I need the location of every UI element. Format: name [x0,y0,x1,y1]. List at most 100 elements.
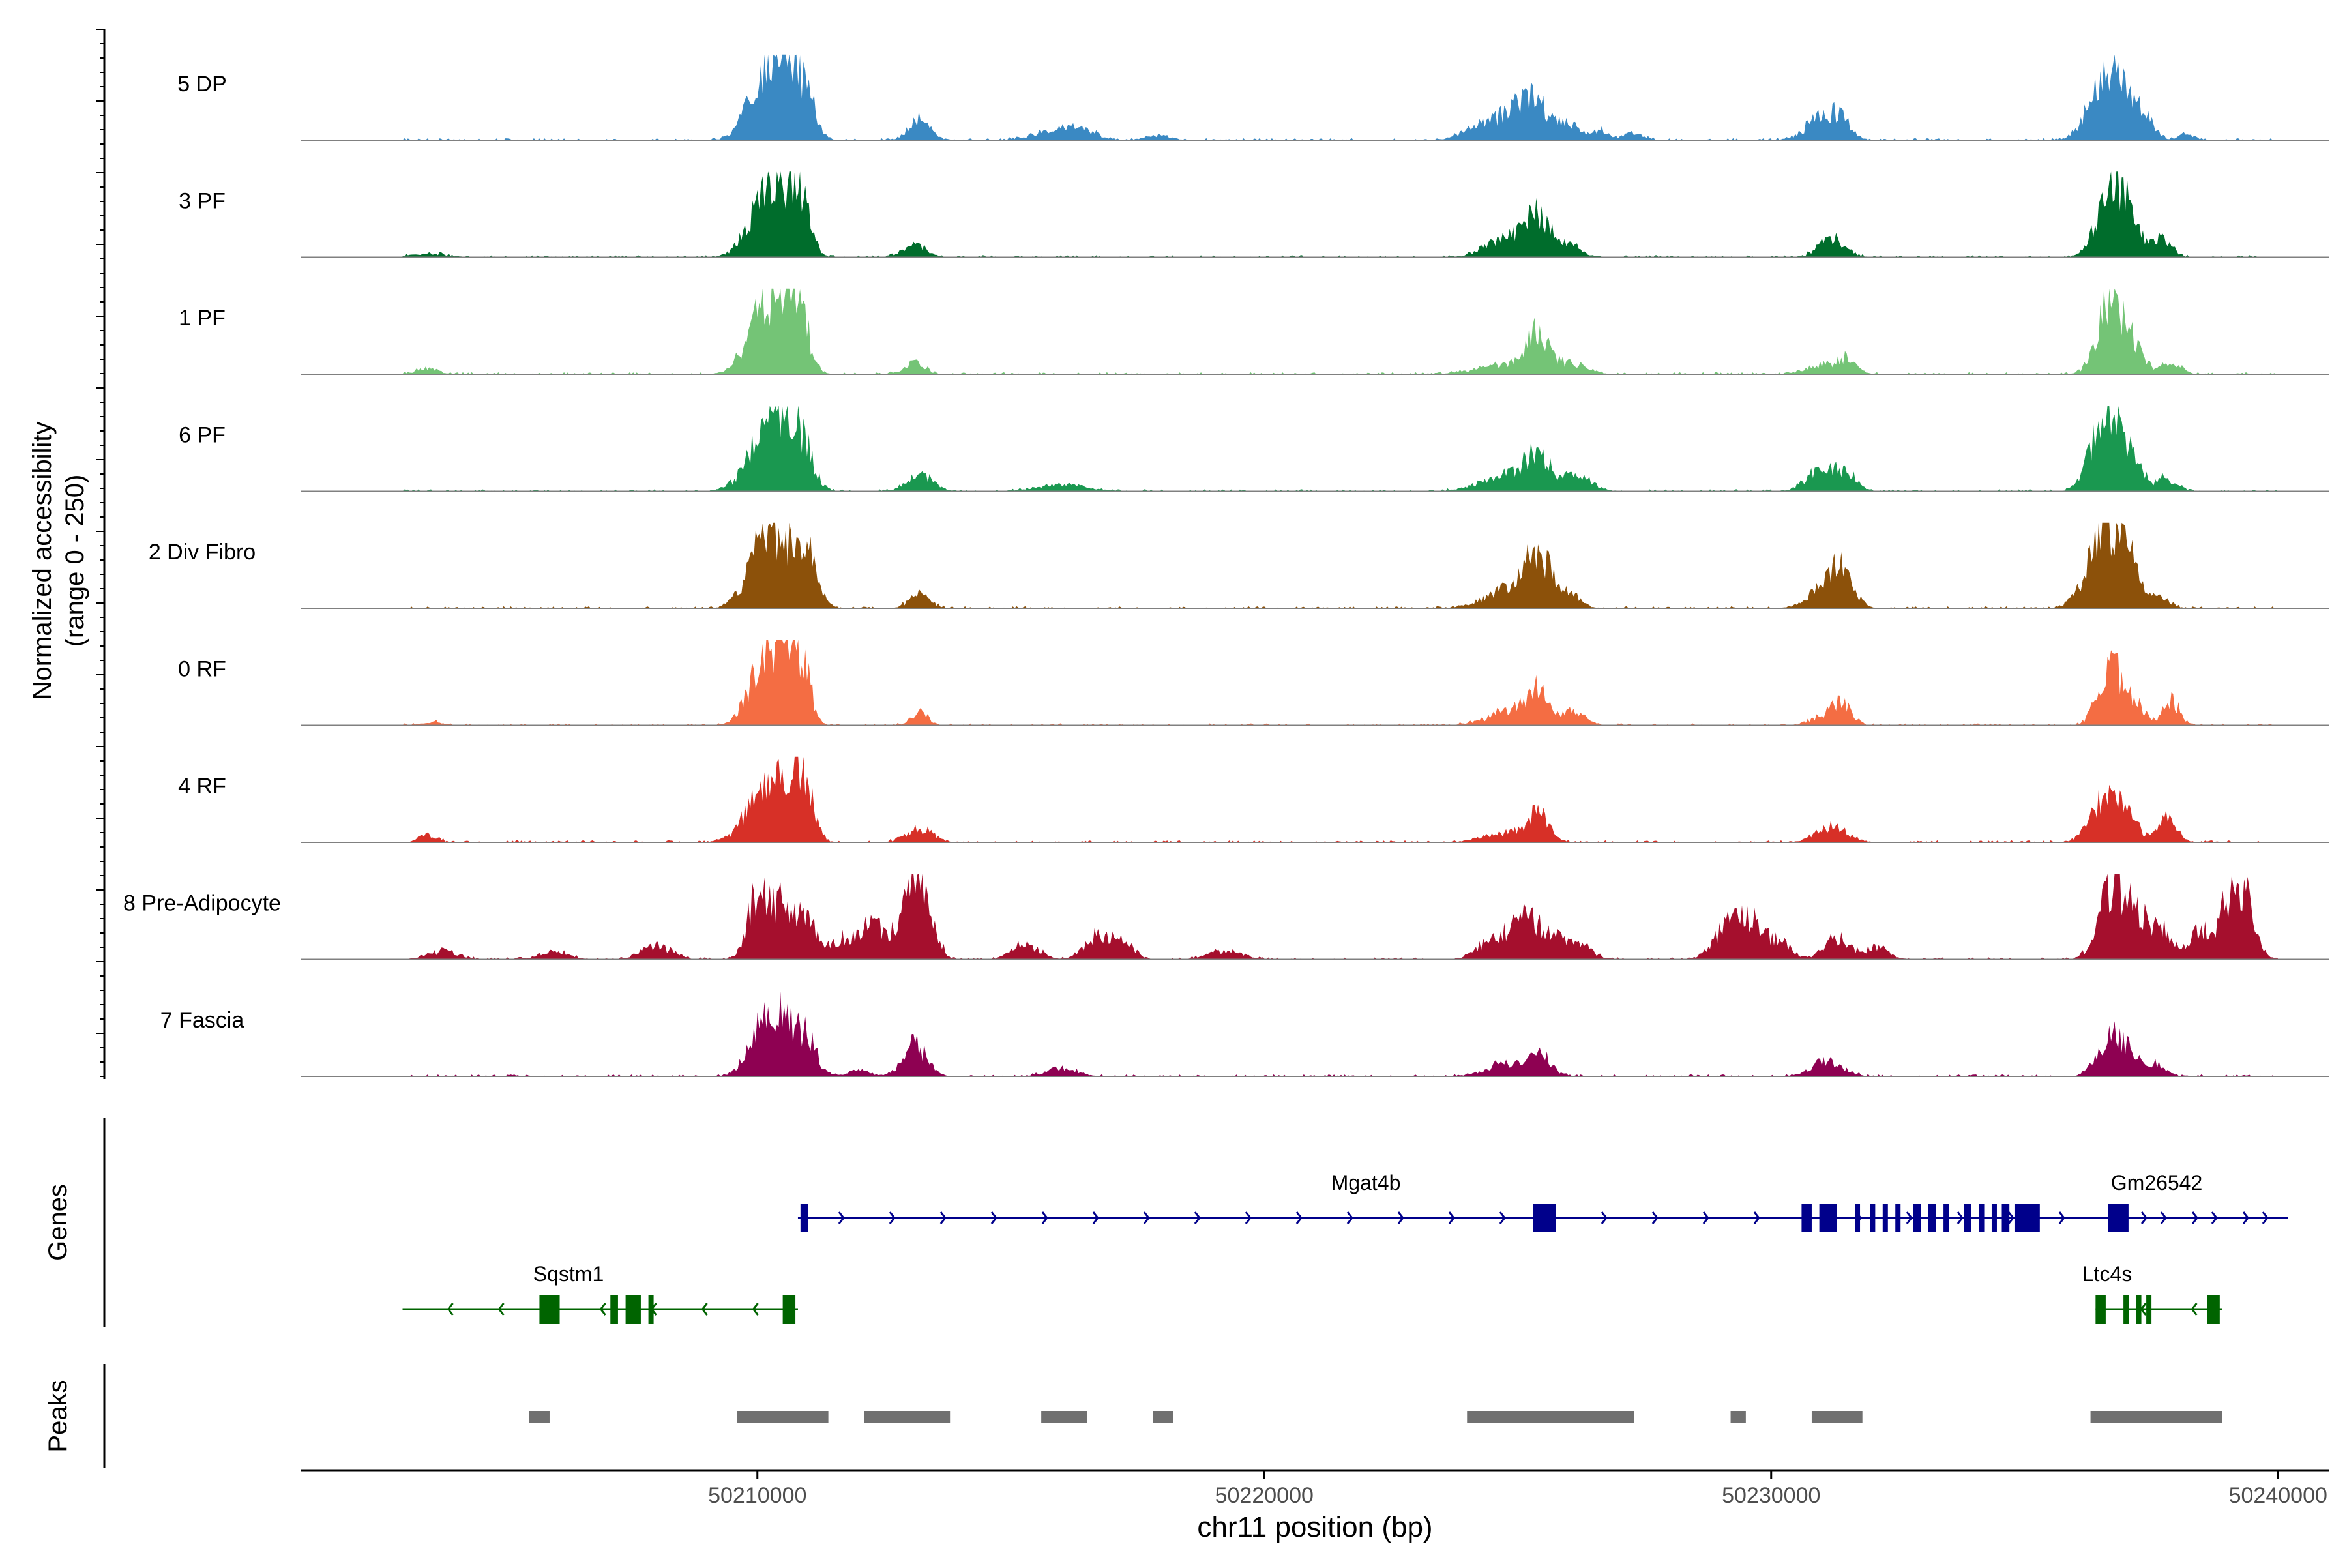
gene-ltc4s: Ltc4s [2082,1262,2222,1324]
track-2-div-fibro: 2 Div Fibro [149,522,2329,609]
track-8-pre-adipocyte: 8 Pre-Adipocyte [123,874,2329,960]
strand-chevron [1956,1211,1964,1224]
strand-chevron [1651,1211,1659,1224]
strand-chevron [497,1303,505,1316]
strand-chevron [1906,1211,1913,1224]
exon [1895,1204,1901,1232]
tracks-layer: 5 DP 3 PF 1 PF 6 PF 2 Div Fibro 0 RF 4 RF 8 Pre… [123,54,2329,1077]
peak-region [1041,1411,1087,1423]
track-4-rf: 4 RF [178,756,2329,843]
exon [1928,1204,1936,1232]
peak-region [1467,1411,1634,1423]
strand-chevron [990,1211,997,1224]
strand-chevron [752,1303,759,1316]
peaks-layer [529,1411,2222,1423]
exon [1801,1204,1812,1232]
exon [1991,1204,1997,1232]
track-1-pf: 1 PF [179,288,2329,375]
strand-chevron [1601,1211,1608,1224]
peak-region [1811,1411,1863,1423]
gene-mgat4b: Mgat4b [797,1171,2288,1232]
strand-chevron [1448,1211,1455,1224]
strand-chevron [447,1303,454,1316]
strand-chevron [1397,1211,1404,1224]
exon [1882,1204,1888,1232]
strand-chevron [1245,1211,1252,1224]
exon [1964,1204,1971,1232]
strand-chevron [1143,1211,1150,1224]
strand-chevron [1041,1211,1048,1224]
peaks-panel-label: Peaks [44,1380,72,1452]
exon [1913,1204,1921,1232]
x-tick-label: 50220000 [1215,1483,1314,1508]
track-label: 0 RF [178,657,226,682]
x-axis-ticks: 50210000 50220000 50230000 50240000 [708,1470,2327,1508]
exon [2014,1204,2040,1232]
coverage-area [402,992,2279,1076]
strand-chevron [1092,1211,1099,1224]
exon [2207,1295,2220,1324]
coverage-y-axis-ticks [96,29,104,1077]
genes-layer: Mgat4b Gm26542 Sqstm1 Ltc4s [402,1171,2288,1324]
x-tick-label: 50210000 [708,1483,806,1508]
coverage-area [402,640,2279,726]
strand-chevron [889,1211,896,1224]
strand-chevron [2191,1211,2199,1224]
exon [610,1295,618,1324]
track-label: 3 PF [179,189,226,214]
peak-region [529,1411,550,1423]
coverage-area [402,171,2279,258]
exon [625,1295,641,1324]
gene-label: Gm26542 [2111,1171,2203,1194]
peak-region [737,1411,829,1423]
track-label: 5 DP [177,72,227,96]
strand-chevron [1753,1211,1760,1224]
strand-chevron [1295,1211,1303,1224]
x-tick-label: 50230000 [1722,1483,1820,1508]
strand-chevron [2242,1211,2250,1224]
gene-label: Mgat4b [1331,1171,1401,1194]
strand-chevron [701,1303,708,1316]
track-0-rf: 0 RF [178,640,2329,726]
strand-chevron [939,1211,947,1224]
exon [1855,1204,1861,1232]
track-label: 8 Pre-Adipocyte [123,891,281,916]
axes-layer: Normalized accessibility (range 0 - 250)… [28,29,2329,1543]
x-axis-label: chr11 position (bp) [1197,1511,1432,1543]
exon [2136,1295,2142,1324]
exon [800,1204,808,1232]
track-3-pf: 3 PF [179,171,2329,258]
coverage-area [402,874,2279,960]
gene-sqstm1: Sqstm1 [402,1262,798,1324]
track-label: 1 PF [179,306,226,331]
track-7-fascia: 7 Fascia [160,992,2329,1077]
track-label: 4 RF [178,774,226,799]
track-label: 7 Fascia [160,1008,244,1033]
exon [539,1295,560,1324]
exon [2001,1204,2010,1232]
genes-panel-label: Genes [44,1184,72,1261]
y-axis-label-line1: Normalized accessibility [28,422,57,700]
exon [1819,1204,1837,1232]
exon [1979,1204,1985,1232]
strand-chevron [1194,1211,1201,1224]
coverage-area [402,406,2279,492]
exon [1533,1204,1556,1232]
gene-gm26542: Gm26542 [2101,1171,2288,1224]
coverage-area [402,522,2279,608]
x-tick-label: 50240000 [2229,1483,2327,1508]
strand-chevron [2191,1303,2198,1316]
coverage-area [402,54,2279,140]
track-5-dp: 5 DP [177,54,2329,141]
strand-chevron [2007,1211,2015,1224]
exon [1943,1204,1949,1232]
strand-chevron [1702,1211,1709,1224]
exon [2123,1295,2129,1324]
strand-chevron [1346,1211,1353,1224]
y-axis-label-line2: (range 0 - 250) [61,475,89,647]
gene-label: Ltc4s [2082,1262,2132,1286]
coverage-area [402,756,2279,842]
strand-chevron [838,1211,845,1224]
